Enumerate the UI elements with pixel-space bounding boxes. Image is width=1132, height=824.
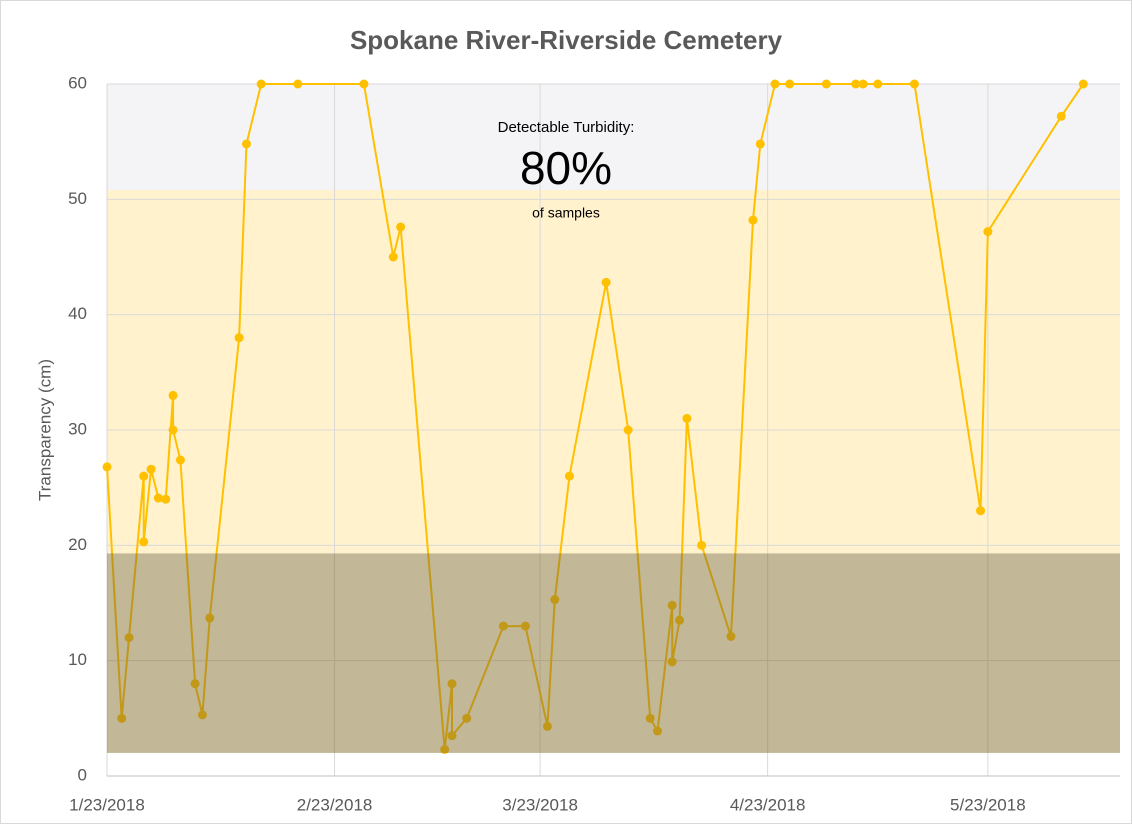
x-tick-label: 3/23/2018 — [502, 795, 578, 814]
x-tick-label: 2/23/2018 — [297, 795, 373, 814]
data-point — [241, 139, 251, 149]
data-point — [770, 79, 780, 89]
x-tick-label: 1/23/2018 — [69, 795, 145, 814]
data-point — [623, 425, 633, 435]
y-tick-label: 50 — [68, 189, 87, 208]
data-point — [153, 493, 163, 503]
y-tick-label: 20 — [68, 535, 87, 554]
data-point — [755, 139, 765, 149]
annotation-caption: of samples — [532, 205, 600, 221]
data-point — [601, 277, 611, 287]
data-point — [102, 462, 112, 472]
data-point — [388, 252, 398, 262]
y-tick-label: 10 — [68, 650, 87, 669]
data-point — [785, 79, 795, 89]
data-point — [161, 494, 171, 504]
data-point — [293, 79, 303, 89]
data-point — [175, 455, 185, 465]
data-point — [976, 506, 986, 516]
y-tick-label: 30 — [68, 419, 87, 438]
y-axis-label: Transparency (cm) — [35, 359, 54, 501]
data-point — [256, 79, 266, 89]
data-point — [564, 471, 574, 481]
data-point — [851, 79, 861, 89]
data-point — [858, 79, 868, 89]
annotation-heading: Detectable Turbidity: — [498, 119, 635, 136]
data-point — [139, 471, 149, 481]
data-point — [139, 537, 149, 547]
data-point — [168, 425, 178, 435]
y-tick-label: 60 — [68, 73, 87, 92]
band — [107, 84, 1120, 191]
x-tick-label: 4/23/2018 — [730, 795, 806, 814]
data-point — [1056, 111, 1066, 121]
data-point — [983, 227, 993, 237]
band — [107, 553, 1120, 753]
data-point — [697, 540, 707, 550]
data-point — [359, 79, 369, 89]
data-point — [1078, 79, 1088, 89]
y-tick-label: 40 — [68, 304, 87, 323]
band — [107, 190, 1120, 554]
data-point — [682, 413, 692, 423]
data-point — [146, 464, 156, 474]
data-point — [396, 222, 406, 232]
y-tick-label: 0 — [78, 765, 87, 784]
annotation-value: 80% — [520, 142, 612, 194]
chart-title: Spokane River-Riverside Cemetery — [350, 25, 783, 55]
data-point — [909, 79, 919, 89]
data-point — [821, 79, 831, 89]
data-point — [234, 333, 244, 343]
data-point — [748, 215, 758, 225]
data-point — [168, 390, 178, 400]
data-point — [873, 79, 883, 89]
x-tick-label: 5/23/2018 — [950, 795, 1026, 814]
